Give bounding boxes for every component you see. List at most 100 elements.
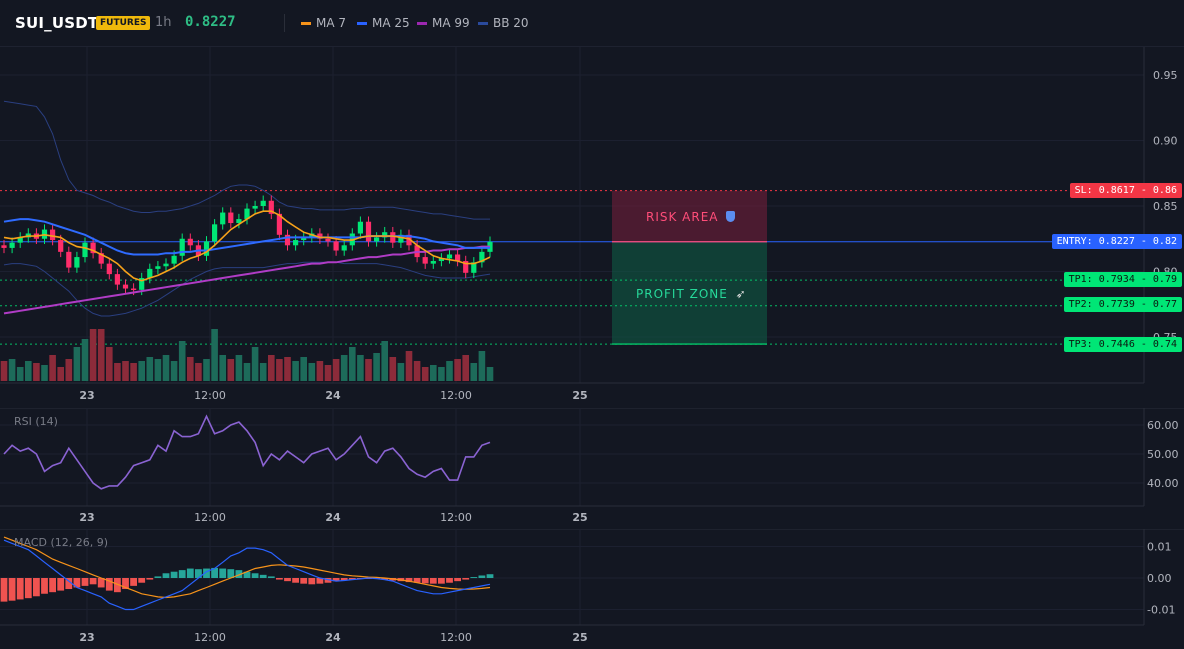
volume-bar (486, 367, 494, 381)
macd-chart[interactable]: 0.01 0.00 -0.01 23 12:00 24 12:00 25 (0, 529, 1184, 649)
candle-body (301, 237, 307, 241)
macd-hist-bar (292, 578, 299, 583)
time-tick-label: 25 (572, 389, 587, 402)
volume-bar (462, 355, 469, 381)
macd-hist-bar (154, 576, 162, 578)
macd-hist-bar (413, 578, 421, 583)
macd-hist-bar (348, 578, 356, 580)
volume-bar (162, 355, 170, 381)
macd-hist-bar (97, 578, 105, 588)
candle-body (203, 241, 210, 256)
macd-time-label: 25 (572, 631, 587, 644)
tp3-level-tag[interactable]: TP3: 0.7446 - 0.74 (1063, 337, 1182, 352)
macd-hist-bar (170, 571, 178, 578)
macd-hist-bar (65, 578, 73, 590)
macd-hist-bar (227, 569, 235, 578)
macd-hist-bar (332, 578, 340, 582)
tp2-level-tag[interactable]: TP2: 0.7739 - 0.77 (1063, 297, 1182, 312)
risk-zone (612, 190, 767, 242)
volume-bar (251, 347, 259, 381)
volume-bar (397, 363, 405, 381)
macd-hist-bar (462, 578, 470, 580)
macd-hist-bar (243, 571, 251, 578)
volume-bar (373, 353, 380, 381)
legend-bb20[interactable]: BB 20 (478, 16, 529, 30)
ma7-line (3, 210, 491, 282)
sl-level-tag[interactable]: SL: 0.8617 - 0.86 (1069, 183, 1182, 198)
volume-bar (470, 363, 478, 381)
symbol-title[interactable]: SUI_USDT (15, 14, 99, 32)
candle-body (455, 254, 461, 262)
volume-bar (259, 363, 267, 381)
rsi-chart[interactable]: 60.00 50.00 40.00 23 12:00 24 12:00 25 (0, 408, 1184, 528)
time-tick-label: 12:00 (194, 389, 226, 402)
rsi-tick-label: 50.00 (1147, 448, 1179, 461)
entry-level-tag[interactable]: ENTRY: 0.8227 - 0.82 (1051, 234, 1182, 249)
time-tick-label: 24 (325, 389, 341, 402)
candle-body (82, 242, 88, 258)
volume-bar (219, 355, 226, 381)
volume-bar (187, 357, 194, 381)
volume-bar (357, 355, 364, 381)
volume-bar (8, 359, 16, 381)
candle-body (9, 242, 15, 248)
shield-icon (726, 211, 736, 222)
macd-time-label: 12:00 (440, 631, 472, 644)
macd-hist-bar (438, 578, 445, 584)
candle-body (66, 251, 72, 268)
macd-hist-bar (24, 578, 32, 599)
candle-body (236, 219, 242, 224)
price-tick-label: 0.90 (1153, 135, 1178, 148)
macd-hist-bar (114, 578, 121, 593)
macd-grid (0, 529, 1184, 625)
legend-ma7[interactable]: MA 7 (301, 16, 346, 30)
volume-bar (57, 367, 64, 381)
legend-ma99[interactable]: MA 99 (417, 16, 470, 30)
legend-ma25[interactable]: MA 25 (357, 16, 410, 30)
volume-bar (405, 351, 413, 381)
volume-bar (381, 341, 388, 381)
candle-body (58, 240, 64, 252)
volume-bar (308, 363, 316, 381)
candle-body (284, 234, 291, 246)
candle-body (220, 212, 226, 225)
macd-lines (3, 536, 491, 611)
candle-body (471, 262, 477, 273)
candle-body (155, 266, 161, 269)
volume-bar (300, 357, 307, 381)
timeframe-selector[interactable]: 1h (155, 15, 172, 30)
candle-body (406, 234, 412, 246)
bb-lower-line (3, 261, 491, 317)
rsi-label: RSI (14) (14, 415, 58, 428)
macd-hist-bar (81, 578, 89, 586)
candle-body (357, 221, 363, 234)
macd-hist-bar (138, 578, 146, 583)
volume-bar (324, 365, 332, 381)
volume-bar (203, 359, 210, 381)
volume-bar (146, 357, 154, 381)
macd-hist-bar (340, 578, 348, 581)
volume-bar (89, 329, 97, 381)
tp1-level-tag[interactable]: TP1: 0.7934 - 0.79 (1063, 272, 1182, 287)
header-divider (284, 14, 285, 32)
volume-bar (122, 361, 129, 381)
candle-body (106, 263, 112, 275)
ma25-line (3, 218, 490, 256)
macd-signal-line (3, 536, 491, 599)
macd-axis: 0.01 0.00 -0.01 23 12:00 24 12:00 25 (0, 529, 1175, 644)
volume-bar (41, 365, 48, 381)
macd-hist-bar (276, 578, 283, 580)
candle-body (317, 233, 323, 239)
macd-hist-bar (8, 578, 16, 601)
rsi-axis: 60.00 50.00 40.00 23 12:00 24 12:00 25 (0, 408, 1179, 524)
macd-hist-bar (73, 578, 81, 588)
macd-label: MACD (12, 26, 9) (14, 536, 109, 549)
ma25-swatch-icon (357, 21, 367, 25)
volume-bar (33, 363, 40, 381)
legend-ma99-label: MA 99 (432, 16, 470, 30)
macd-hist-bar (89, 578, 97, 585)
volume-bar (211, 329, 218, 381)
volume-bar (413, 361, 421, 381)
